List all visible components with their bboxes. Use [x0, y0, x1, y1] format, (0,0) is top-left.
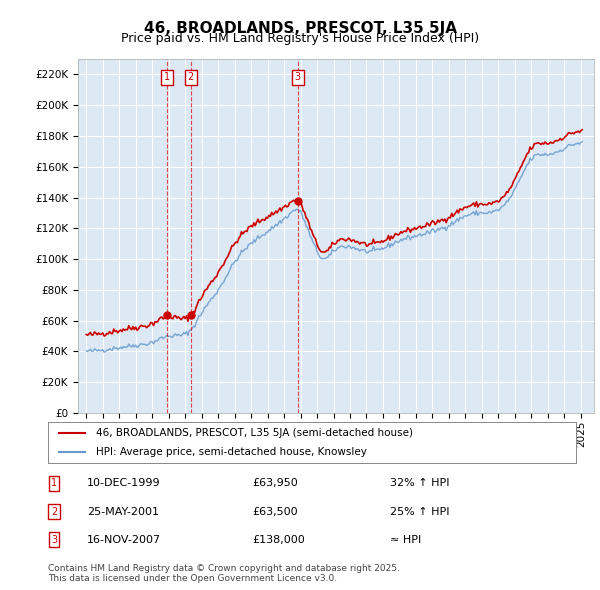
Text: 2: 2	[51, 507, 57, 516]
Text: Contains HM Land Registry data © Crown copyright and database right 2025.
This d: Contains HM Land Registry data © Crown c…	[48, 563, 400, 583]
Text: 46, BROADLANDS, PRESCOT, L35 5JA (semi-detached house): 46, BROADLANDS, PRESCOT, L35 5JA (semi-d…	[95, 428, 413, 438]
Text: 3: 3	[295, 73, 301, 83]
Text: 3: 3	[51, 535, 57, 545]
Text: £63,500: £63,500	[252, 507, 298, 516]
Text: 25-MAY-2001: 25-MAY-2001	[87, 507, 159, 516]
Text: 46, BROADLANDS, PRESCOT, L35 5JA: 46, BROADLANDS, PRESCOT, L35 5JA	[143, 21, 457, 35]
Text: 2: 2	[188, 73, 194, 83]
Text: 25% ↑ HPI: 25% ↑ HPI	[390, 507, 449, 516]
Text: £138,000: £138,000	[252, 535, 305, 545]
Text: 16-NOV-2007: 16-NOV-2007	[87, 535, 161, 545]
Text: ≈ HPI: ≈ HPI	[390, 535, 421, 545]
Text: 1: 1	[164, 73, 170, 83]
Text: 32% ↑ HPI: 32% ↑ HPI	[390, 478, 449, 488]
Text: 1: 1	[51, 478, 57, 488]
Text: £63,950: £63,950	[252, 478, 298, 488]
Text: HPI: Average price, semi-detached house, Knowsley: HPI: Average price, semi-detached house,…	[95, 447, 367, 457]
Text: 10-DEC-1999: 10-DEC-1999	[87, 478, 161, 488]
Text: Price paid vs. HM Land Registry's House Price Index (HPI): Price paid vs. HM Land Registry's House …	[121, 32, 479, 45]
